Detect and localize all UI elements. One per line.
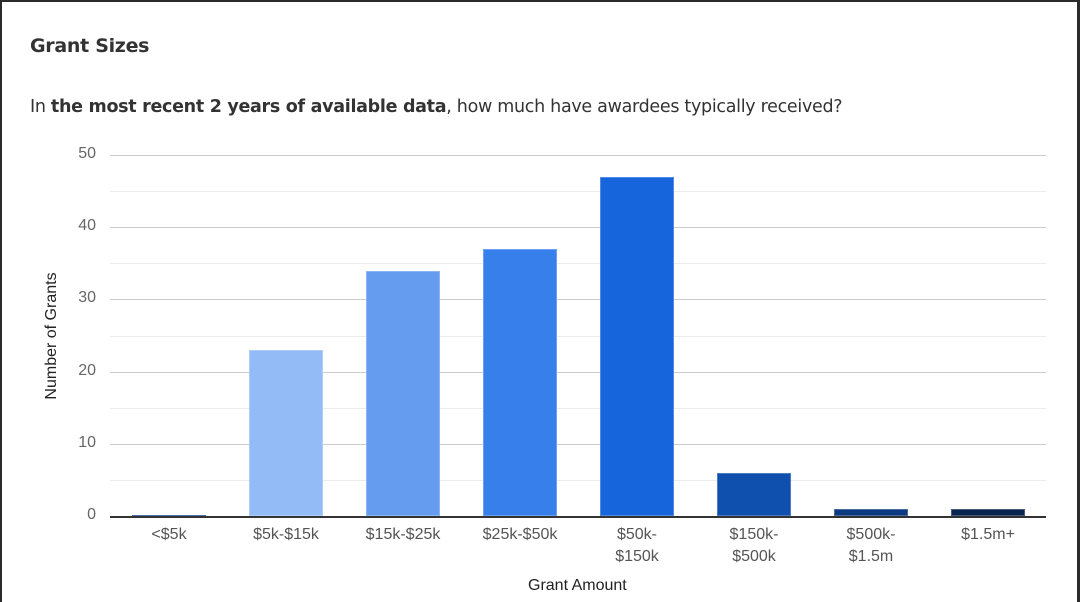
x-tick-label-line: $500k (732, 548, 776, 565)
x-tick-label-line: $1.5m (848, 548, 894, 565)
x-axis-title: Grant Amount (528, 577, 627, 594)
x-tick-label: $1.5m+ (933, 524, 1043, 546)
card-title: Grant Sizes (30, 35, 150, 57)
x-tick-label-line: <$5k (151, 526, 187, 543)
x-tick-label: $5k-$15k (231, 524, 341, 546)
minor-gridline (110, 263, 1046, 264)
x-tick-label-line: $50k- (616, 526, 658, 543)
bar[interactable] (834, 509, 908, 516)
x-tick-label-line: $25k-$50k (482, 526, 558, 543)
x-tick-label-line: $15k-$25k (365, 526, 441, 543)
x-tick-label: $50k- $150k (582, 524, 692, 568)
y-tick-label: 40 (78, 217, 96, 234)
subtitle-prefix: In (30, 97, 51, 117)
card-subtitle: In the most recent 2 years of available … (30, 97, 843, 117)
y-tick-label: 50 (78, 145, 96, 162)
bar[interactable] (717, 473, 791, 516)
x-tick-label-line: $150k- (729, 526, 779, 543)
minor-gridline (110, 336, 1046, 337)
y-tick-label: 30 (78, 289, 96, 306)
bar[interactable] (951, 509, 1025, 516)
x-tick-label: $150k- $500k (699, 524, 809, 568)
x-tick-label: $25k-$50k (465, 524, 575, 546)
y-tick-label: 0 (87, 506, 96, 523)
minor-gridline (110, 191, 1046, 192)
x-tick-label: $15k-$25k (348, 524, 458, 546)
major-gridline (110, 299, 1046, 300)
major-gridline (110, 155, 1046, 156)
bar[interactable] (132, 515, 206, 516)
x-axis-baseline (110, 516, 1046, 518)
major-gridline (110, 372, 1046, 373)
x-tick-label-line: $5k-$15k (253, 526, 319, 543)
y-tick-label: 10 (78, 434, 96, 451)
bar[interactable] (249, 350, 323, 516)
x-tick-label-line: $500k- (846, 526, 896, 543)
bar[interactable] (366, 271, 440, 516)
x-tick-label-line: $1.5m+ (961, 526, 1015, 543)
major-gridline (110, 444, 1046, 445)
subtitle-suffix: , how much have awardees typically recei… (446, 97, 843, 117)
bar[interactable] (483, 249, 557, 516)
x-tick-label-line: $150k (615, 548, 659, 565)
minor-gridline (110, 480, 1046, 481)
subtitle-emphasis: the most recent 2 years of available dat… (50, 97, 447, 117)
x-tick-label: $500k- $1.5m (816, 524, 926, 568)
bar[interactable] (600, 177, 674, 516)
x-tick-label: <$5k (114, 524, 224, 546)
minor-gridline (110, 408, 1046, 409)
major-gridline (110, 227, 1046, 228)
y-tick-label: 20 (78, 362, 96, 379)
y-axis-title: Number of Grants (43, 272, 60, 400)
